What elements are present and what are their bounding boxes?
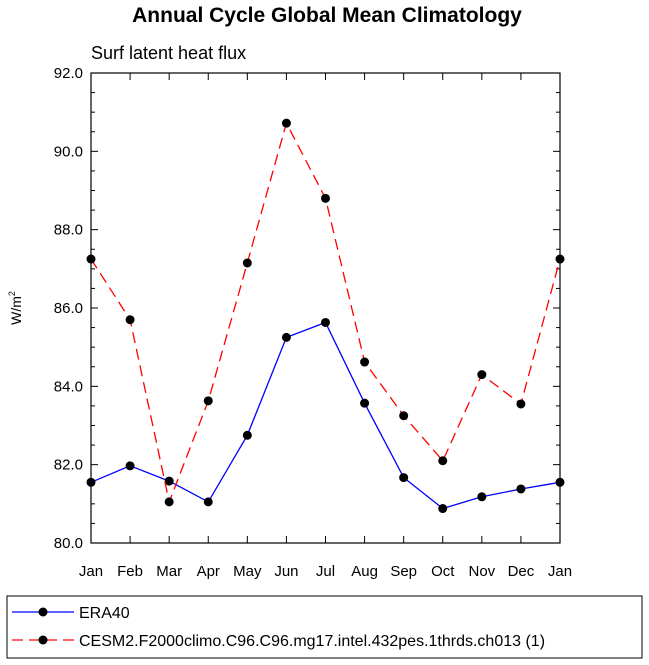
data-point-series-1 xyxy=(477,370,487,380)
chart-title: Annual Cycle Global Mean Climatology xyxy=(132,4,522,27)
data-point-series-0 xyxy=(438,504,448,514)
data-point-series-0 xyxy=(321,317,330,327)
data-point-series-1 xyxy=(516,399,526,409)
x-tick-label: Jan xyxy=(79,563,103,580)
axes: 80.0 82.0 84.0 86.0 88.0 90.0 92.0 Jan Feb Mar Apr… xyxy=(54,65,572,580)
y-tick-label: 80.0 xyxy=(54,535,83,552)
series-layer xyxy=(86,118,565,514)
y-tick-label: 84.0 xyxy=(54,378,83,395)
x-tick-label: Jul xyxy=(316,563,335,580)
x-tick-label: Jan xyxy=(548,563,572,580)
data-point-series-1 xyxy=(321,193,330,203)
data-point-series-1 xyxy=(438,456,448,466)
data-point-series-0 xyxy=(555,477,565,487)
data-point-series-1 xyxy=(125,315,135,325)
data-point-series-0 xyxy=(164,476,174,486)
y-tick-label: 86.0 xyxy=(54,300,83,317)
data-point-series-1 xyxy=(555,254,565,264)
x-tick-label: May xyxy=(233,563,262,580)
y-tick-label: 88.0 xyxy=(54,222,83,239)
y-tick-label: 82.0 xyxy=(54,457,83,474)
plot-frame xyxy=(90,72,561,544)
x-tick-label: Apr xyxy=(197,563,220,580)
y-tick-label: 92.0 xyxy=(54,65,83,82)
x-tick-label: Jun xyxy=(274,563,298,580)
legend-label-era40: ERA40 xyxy=(79,605,130,622)
data-point-series-0 xyxy=(203,497,213,507)
y-axis-label: W/m2 xyxy=(7,291,24,325)
data-point-series-0 xyxy=(125,461,135,471)
y-tick-label: 90.0 xyxy=(54,143,83,160)
data-point-series-0 xyxy=(477,492,487,502)
data-point-series-1 xyxy=(242,258,252,268)
data-point-series-1 xyxy=(164,497,174,507)
data-point-series-1 xyxy=(360,357,370,367)
series-line-0 xyxy=(90,321,561,510)
x-tick-label: Sep xyxy=(390,563,417,580)
data-point-series-0 xyxy=(399,473,409,483)
data-point-series-0 xyxy=(242,430,252,440)
data-point-series-1 xyxy=(86,254,96,264)
legend-label-cesm2: CESM2.F2000climo.C96.C96.mg17.intel.432p… xyxy=(79,633,545,650)
data-point-series-0 xyxy=(516,484,526,494)
data-point-series-0 xyxy=(360,398,370,408)
x-tick-label: Feb xyxy=(117,563,143,580)
x-tick-label: Oct xyxy=(431,563,455,580)
legend-border xyxy=(6,595,643,659)
data-point-series-1 xyxy=(281,118,291,128)
data-point-series-0 xyxy=(86,477,96,487)
y-axis-label-unit: W/m xyxy=(8,296,24,325)
x-tick-label: Nov xyxy=(468,563,495,580)
data-point-series-1 xyxy=(399,411,409,421)
y-axis-label-superscript: 2 xyxy=(7,291,17,296)
x-tick-label: Mar xyxy=(156,563,182,580)
chart-subtitle: Surf latent heat flux xyxy=(91,43,246,63)
x-tick-label: Dec xyxy=(508,563,535,580)
legend: ERA40 CESM2.F2000climo.C96.C96.mg17.inte… xyxy=(6,595,643,659)
series-line-1 xyxy=(90,121,561,505)
data-point-series-1 xyxy=(203,396,213,406)
x-tick-label: Aug xyxy=(351,563,378,580)
data-point-series-0 xyxy=(281,332,291,342)
legend-marker-cesm2 xyxy=(38,635,48,645)
legend-marker-era40 xyxy=(38,607,48,617)
